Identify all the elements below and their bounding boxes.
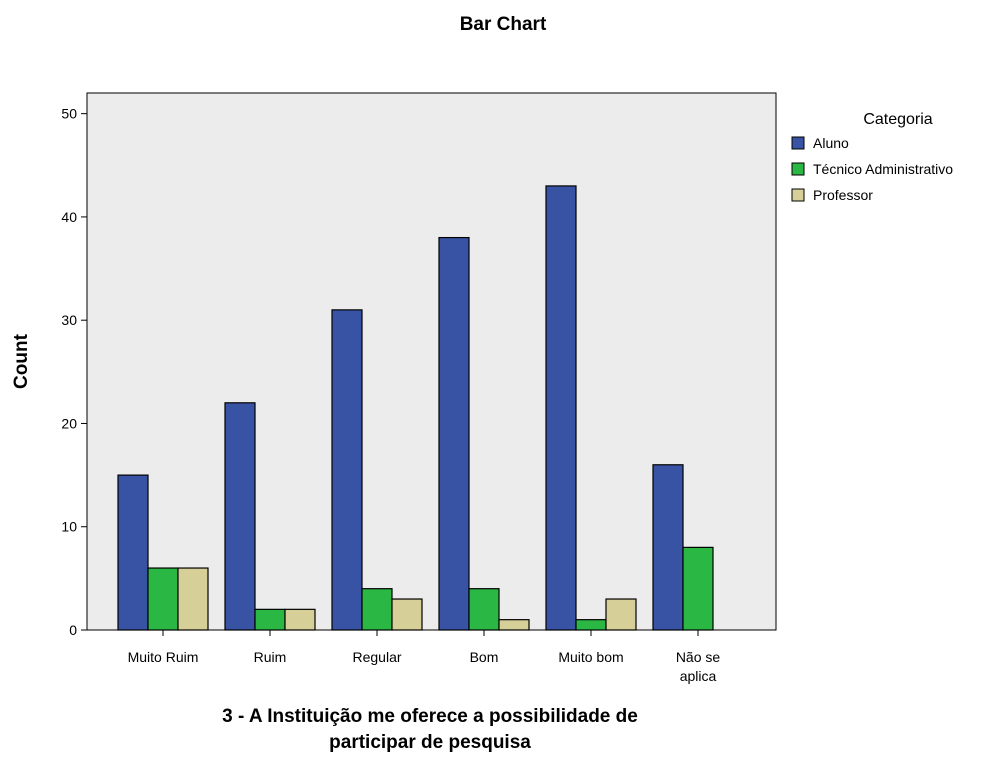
x-axis-label: participar de pesquisa [329,732,531,753]
bar [117,474,149,631]
legend-label: Aluno [813,135,849,151]
x-tick-label: Muito bom [558,649,623,665]
bar [605,598,637,631]
x-tick-label: Bom [470,649,499,665]
bar [331,309,363,631]
axes: 0 10 20 30 40 50 Count Muito Ruim Ruim Regular Bom… [11,106,720,753]
legend-swatch [791,136,805,150]
x-tick-label: Regular [352,649,401,665]
bar [682,546,714,631]
x-tick-label: Muito Ruim [128,649,199,665]
bar [361,588,393,631]
y-tick-label: 50 [61,106,77,122]
bar [284,608,316,631]
y-axis-label: Count [11,333,32,389]
bar [468,588,500,631]
legend-swatch [791,188,805,202]
x-axis-label: 3 - A Instituição me oferece a possibili… [222,706,638,727]
bar [147,567,179,631]
bars [117,185,714,631]
legend: Categoria Aluno Técnico Administrativo Prof… [791,111,953,203]
legend-label: Técnico Administrativo [813,161,953,177]
bar [177,567,209,631]
y-tick-label: 40 [61,209,77,225]
x-tick-label: Ruim [254,649,287,665]
legend-title: Categoria [863,111,932,128]
y-tick-label: 0 [69,622,77,638]
y-tick-label: 10 [61,519,77,535]
legend-swatch [791,162,805,176]
bar [652,464,684,631]
y-tick-label: 30 [61,312,77,328]
y-tick-label: 20 [61,415,77,431]
chart-title: Bar Chart [460,14,547,35]
bar [545,185,577,631]
bar [391,598,423,631]
x-tick-label: aplica [680,668,717,684]
bar [224,402,256,631]
x-tick-label: Não se [676,649,721,665]
legend-label: Professor [813,187,873,203]
bar [575,619,607,631]
bar [498,619,530,631]
bar [438,236,470,631]
bar [254,608,286,631]
